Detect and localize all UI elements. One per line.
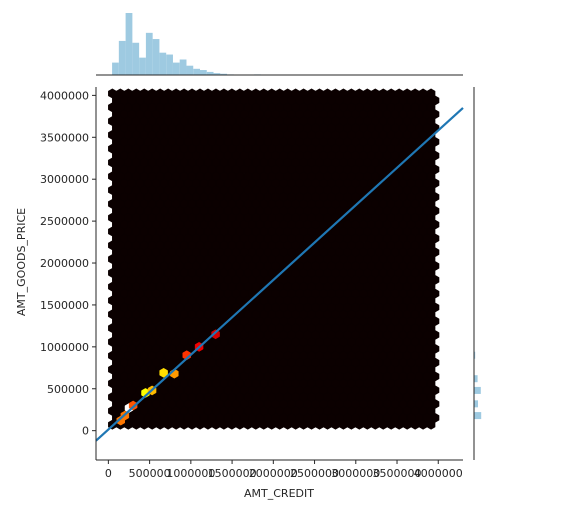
axes: 0 500000100000015000002000000250000030000… bbox=[40, 87, 463, 480]
hexbin-background bbox=[108, 88, 440, 430]
y-axis-label: AMT_GOODS_PRICE bbox=[15, 208, 28, 316]
histogram-bar bbox=[206, 71, 214, 75]
x-tick-label: 1500000 bbox=[208, 467, 257, 480]
hexbin bbox=[159, 367, 168, 378]
y-tick-label: 2500000 bbox=[40, 215, 89, 228]
histogram-bar bbox=[193, 68, 200, 75]
histogram-bar bbox=[125, 13, 133, 75]
histogram-bar bbox=[474, 351, 476, 359]
histogram-bar bbox=[112, 62, 119, 75]
histogram-bar bbox=[118, 40, 126, 75]
x-tick-label: 2000000 bbox=[249, 467, 298, 480]
y-tick-label: 0 bbox=[82, 425, 89, 438]
histogram-bar bbox=[145, 32, 153, 75]
x-tick-label: 3000000 bbox=[331, 467, 380, 480]
hexbin bbox=[116, 415, 125, 426]
histogram-bar bbox=[213, 73, 221, 75]
marginal-y-histogram bbox=[473, 87, 482, 460]
histogram-bar bbox=[139, 57, 146, 75]
hexbin bbox=[211, 329, 220, 340]
histogram-bar bbox=[132, 42, 140, 75]
histogram-bar bbox=[199, 70, 207, 75]
y-tick-label: 3000000 bbox=[40, 173, 89, 186]
regression-line bbox=[95, 107, 464, 442]
y-tick-label: 1000000 bbox=[40, 341, 89, 354]
x-tick-label: 1000000 bbox=[166, 467, 215, 480]
histogram-bar bbox=[159, 52, 167, 75]
x-tick-label: 2500000 bbox=[290, 467, 339, 480]
y-tick-label: 2000000 bbox=[40, 257, 89, 270]
histogram-bar bbox=[474, 375, 478, 383]
y-tick-label: 3500000 bbox=[40, 131, 89, 144]
histogram-bar bbox=[474, 412, 482, 420]
x-tick-label: 3500000 bbox=[373, 467, 422, 480]
histogram-bar bbox=[179, 59, 187, 75]
histogram-bar bbox=[172, 62, 180, 75]
x-tick-label: 500000 bbox=[129, 467, 171, 480]
y-tick-label: 500000 bbox=[47, 383, 89, 396]
x-axis-label: AMT_CREDIT bbox=[244, 487, 314, 500]
joint-plot-area bbox=[95, 88, 464, 442]
histogram-bar bbox=[186, 65, 194, 75]
histogram-bar bbox=[152, 39, 160, 75]
histogram-bar bbox=[474, 386, 481, 394]
y-tick-label: 1500000 bbox=[40, 299, 89, 312]
histogram-bar bbox=[166, 54, 173, 75]
x-tick-label: 4000000 bbox=[414, 467, 463, 480]
histogram-bar bbox=[220, 73, 228, 75]
histogram-bar bbox=[474, 400, 478, 408]
y-tick-label: 4000000 bbox=[40, 89, 89, 102]
marginal-x-histogram bbox=[96, 13, 463, 76]
hexbin-layer bbox=[108, 88, 440, 430]
x-tick-label: 0 bbox=[105, 467, 112, 480]
